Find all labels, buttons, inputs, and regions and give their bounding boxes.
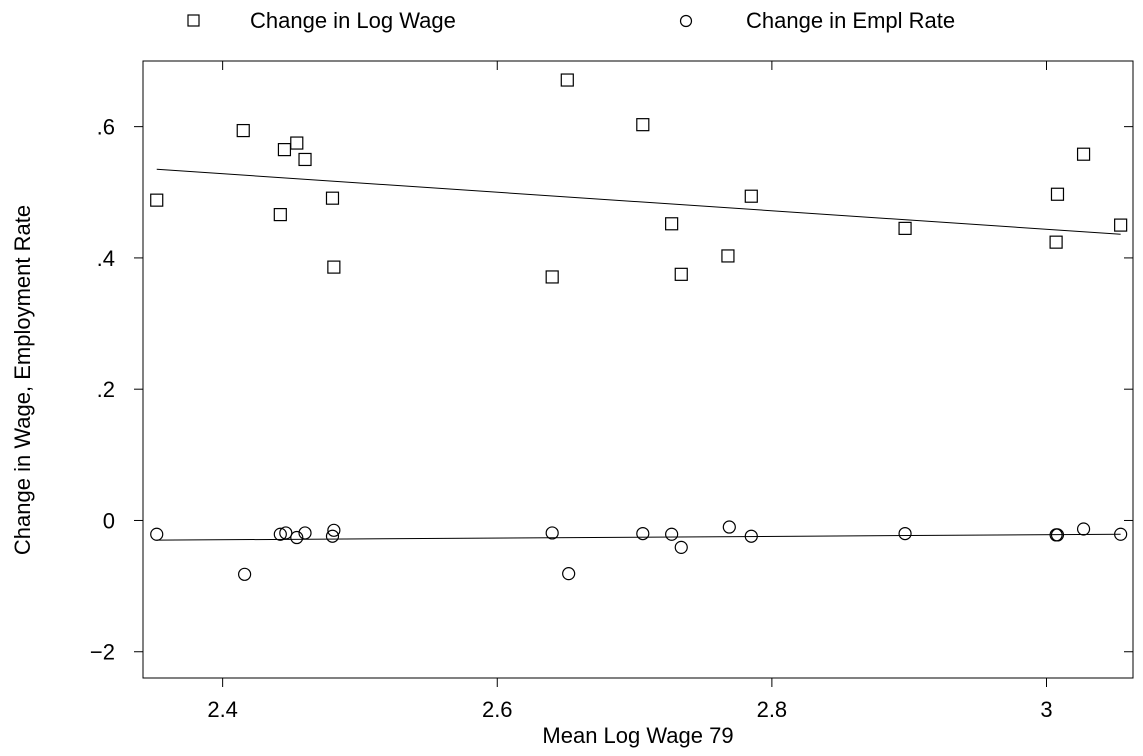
empl-rate-point bbox=[290, 530, 304, 545]
fit-lines bbox=[156, 168, 1121, 541]
legend-square-marker bbox=[187, 14, 200, 27]
y-axis: −2 0 .2 .4 .6 bbox=[90, 115, 1133, 665]
log-wage-point bbox=[545, 270, 559, 284]
empl-rate-point bbox=[273, 527, 287, 541]
x-tick-label: 2.6 bbox=[482, 697, 513, 722]
empl-rate-point bbox=[545, 526, 559, 540]
empl-rate-point bbox=[744, 529, 758, 543]
y-tick-label: .6 bbox=[97, 115, 115, 140]
y-tick-label: 0 bbox=[103, 508, 115, 533]
empl-rate-point bbox=[325, 529, 340, 543]
y-tick-label: .2 bbox=[97, 377, 115, 402]
empl-rate-point bbox=[298, 526, 312, 540]
log-wage-point bbox=[327, 260, 341, 274]
legend-circle-marker bbox=[679, 14, 693, 28]
empl-rate-point bbox=[279, 526, 293, 540]
legend-item-log-wage: Change in Log Wage bbox=[187, 8, 456, 33]
empl-rate-point bbox=[1114, 527, 1128, 541]
log-wage-point bbox=[636, 118, 650, 132]
log-wage-point bbox=[298, 152, 312, 167]
legend-label-log-wage: Change in Log Wage bbox=[250, 8, 456, 33]
y-tick-label: −2 bbox=[90, 640, 115, 665]
log-wage-point bbox=[721, 249, 735, 263]
log-wage-point bbox=[236, 123, 250, 138]
empl-rate-point bbox=[898, 526, 912, 541]
log-wage-point bbox=[273, 207, 287, 222]
x-tick-label: 3 bbox=[1040, 697, 1052, 722]
fit-line-log-wage bbox=[156, 168, 1121, 235]
log-wage-point bbox=[277, 143, 292, 157]
x-tick-label: 2.4 bbox=[207, 697, 238, 722]
empl-rate-point bbox=[1076, 522, 1091, 536]
log-wage-point bbox=[674, 267, 688, 281]
log-wage-point bbox=[898, 221, 912, 235]
x-tick-label: 2.8 bbox=[757, 697, 788, 722]
data-markers bbox=[150, 73, 1128, 581]
log-wage-point bbox=[560, 73, 574, 87]
empl-rate-point bbox=[562, 567, 576, 581]
x-axis-title: Mean Log Wage 79 bbox=[542, 723, 733, 748]
empl-rate-point bbox=[636, 526, 650, 541]
empl-rate-point bbox=[238, 567, 252, 581]
empl-rate-point bbox=[327, 523, 341, 537]
y-tick-label: .4 bbox=[97, 246, 115, 271]
log-wage-point bbox=[150, 193, 164, 207]
log-wage-point bbox=[665, 217, 679, 231]
empl-rate-point bbox=[150, 527, 164, 541]
empl-rate-point bbox=[665, 527, 679, 541]
empl-rate-point bbox=[674, 540, 688, 554]
log-wage-point bbox=[744, 189, 758, 203]
plot-frame bbox=[142, 60, 1134, 679]
legend-item-empl-rate: Change in Empl Rate bbox=[679, 8, 955, 33]
log-wage-point bbox=[1050, 187, 1065, 201]
log-wage-point bbox=[325, 191, 340, 205]
legend-label-empl-rate: Change in Empl Rate bbox=[746, 8, 955, 33]
log-wage-point bbox=[1076, 147, 1091, 161]
empl-rate-point bbox=[722, 520, 736, 534]
empl-rate-point bbox=[1050, 528, 1065, 542]
log-wage-point bbox=[1049, 235, 1063, 249]
log-wage-point bbox=[290, 136, 304, 150]
log-wage-point bbox=[1114, 218, 1128, 232]
y-axis-title: Change in Wage, Employment Rate bbox=[10, 205, 35, 555]
legend: Change in Log Wage Change in Empl Rate bbox=[187, 8, 955, 33]
x-axis: 2.4 2.6 2.8 3 bbox=[207, 61, 1053, 722]
